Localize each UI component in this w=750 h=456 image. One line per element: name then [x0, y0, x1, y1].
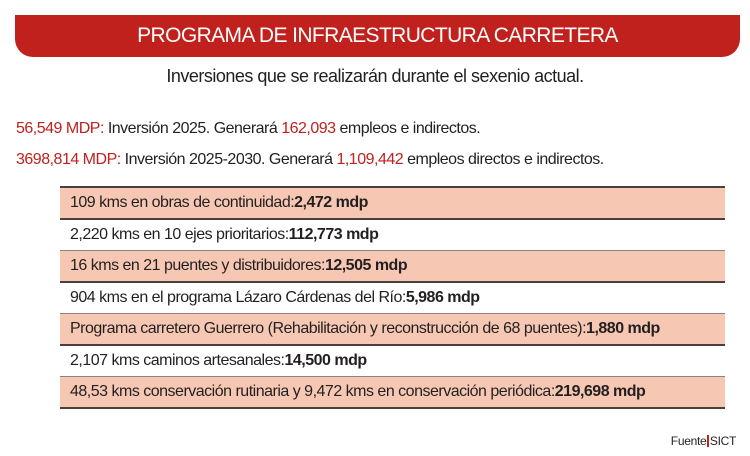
table-row: 109 kms en obras de continuidad: 2,472 m… — [60, 188, 725, 220]
table-row: 16 kms en 21 puentes y distribuidores: 1… — [60, 251, 725, 283]
row-label: 904 kms en el programa Lázaro Cárdenas d… — [70, 289, 406, 306]
source-label: Fuente — [670, 434, 707, 448]
page-title: PROGRAMA DE INFRAESTRUCTURA CARRETERA — [137, 24, 618, 47]
stat-text: Inversión 2025. Generará — [103, 120, 282, 137]
row-value: 12,505 mdp — [324, 257, 408, 274]
subtitle: Inversiones que se realizarán durante el… — [166, 66, 584, 86]
row-value: 2,472 mdp — [294, 194, 368, 211]
row-label: 2,220 kms en 10 ejes prioritarios: — [70, 226, 289, 243]
stat-text: empleos directos e indirectos. — [403, 151, 604, 168]
table-row: 2,220 kms en 10 ejes prioritarios: 112,7… — [60, 220, 725, 251]
row-value: 5,986 mdp — [405, 289, 480, 306]
row-value: 14,500 mdp — [284, 352, 367, 369]
table-row: 904 kms en el programa Lázaro Cárdenas d… — [60, 283, 725, 314]
table-row: 2,107 kms caminos artesanales: 14,500 md… — [60, 346, 725, 377]
row-label: 109 kms en obras de continuidad: — [70, 194, 295, 211]
title-banner: PROGRAMA DE INFRAESTRUCTURA CARRETERA — [15, 15, 740, 57]
row-value: 1,880 mdp — [586, 320, 660, 337]
stat-jobs: 1,109,442 — [336, 151, 404, 168]
source-credit: Fuente SICT — [670, 434, 737, 448]
row-label: 48,53 kms conservación rutinaria y 9,472… — [70, 383, 555, 400]
row-value: 219,698 mdp — [554, 383, 646, 400]
investment-table: 109 kms en obras de continuidad: 2,472 m… — [60, 186, 725, 409]
stat-amount: 56,549 MDP: — [16, 120, 104, 137]
stat-line-2025-2030: 3698,814 MDP: Inversión 2025-2030. Gener… — [16, 151, 604, 169]
divider — [707, 435, 709, 447]
stat-amount: 3698,814 MDP: — [16, 151, 121, 168]
stat-text: empleos e indirectos. — [335, 120, 481, 137]
row-label: 16 kms en 21 puentes y distribuidores: — [70, 257, 325, 274]
table-row: 48,53 kms conservación rutinaria y 9,472… — [60, 377, 725, 409]
row-label: 2,107 kms caminos artesanales: — [70, 352, 285, 369]
row-value: 112,773 mdp — [288, 226, 379, 243]
stat-line-2025: 56,549 MDP: Inversión 2025. Generará 162… — [16, 120, 481, 138]
table-row: Programa carretero Guerrero (Rehabilitac… — [60, 314, 725, 346]
row-label: Programa carretero Guerrero (Rehabilitac… — [70, 320, 587, 337]
stat-text: Inversión 2025-2030. Generará — [120, 151, 337, 168]
source-org: SICT — [709, 434, 736, 448]
stat-jobs: 162,093 — [281, 120, 336, 137]
